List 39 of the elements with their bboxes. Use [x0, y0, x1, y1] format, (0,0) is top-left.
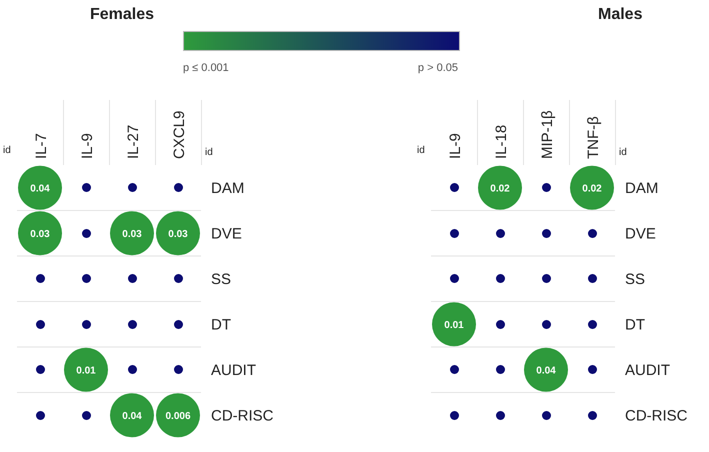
- data-label: 0.04: [122, 410, 142, 422]
- data-label: 0.01: [76, 365, 96, 376]
- x-tick-label: IL-9: [447, 133, 464, 159]
- text: id: [417, 145, 425, 156]
- text: p > 0.05: [418, 62, 458, 74]
- y-tick-label: SS: [211, 270, 232, 288]
- x-tick-label: MIP-1β: [539, 110, 556, 159]
- y-tick-label: CD-RISC: [211, 407, 274, 424]
- y-tick-label: DT: [211, 316, 231, 334]
- data-label: 0.02: [582, 183, 602, 194]
- chart-title: Females: [90, 6, 154, 24]
- y-tick-label: AUDIT: [625, 362, 670, 379]
- data-label: 0.04: [30, 183, 50, 194]
- y-tick-label: DAM: [211, 180, 244, 197]
- x-tick-label: TNF-β: [585, 116, 602, 159]
- y-tick-label: AUDIT: [211, 362, 256, 379]
- y-tick-label: DVE: [625, 225, 656, 242]
- x-tick-label: IL-27: [125, 124, 142, 159]
- data-label: 0.01: [444, 320, 464, 331]
- data-label: 0.006: [165, 410, 191, 422]
- x-tick-label: IL-18: [493, 124, 510, 159]
- chart-title: Males: [598, 6, 642, 24]
- x-tick-label: IL-7: [33, 133, 50, 159]
- y-tick-label: CD-RISC: [625, 407, 688, 424]
- x-tick-label: IL-9: [79, 133, 96, 159]
- data-label: 0.04: [536, 365, 556, 376]
- y-tick-label: DT: [625, 316, 645, 334]
- data-label: 0.03: [30, 228, 50, 240]
- text: id: [205, 147, 213, 158]
- data-label: 0.02: [490, 183, 510, 194]
- y-tick-label: SS: [625, 270, 646, 288]
- text: id: [619, 147, 627, 158]
- text: p ≤ 0.001: [183, 62, 229, 74]
- data-label: 0.03: [122, 228, 142, 240]
- text: id: [3, 145, 11, 156]
- y-tick-label: DAM: [625, 180, 658, 197]
- x-tick-label: CXCL9: [171, 110, 188, 159]
- y-tick-label: DVE: [211, 225, 242, 242]
- data-label: 0.03: [168, 228, 188, 240]
